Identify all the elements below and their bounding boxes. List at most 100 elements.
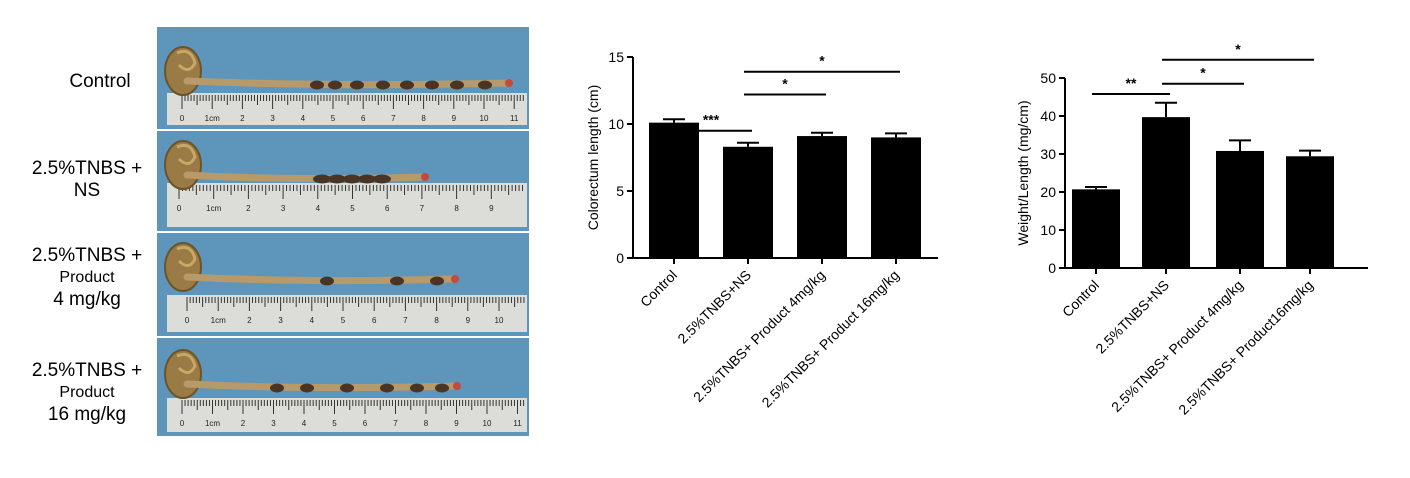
fecal-pellet	[430, 276, 444, 286]
colon-photo-product-16: 0 1cm 2 3 4 5 6 7 8 9 10 11	[157, 338, 529, 436]
colon-photo-drawing: 0 1cm 2 3 4 5 6 7 8 9 10 11	[164, 349, 527, 432]
ruler-mark-label: 10	[483, 419, 492, 428]
colon-end	[505, 79, 513, 87]
cecum	[164, 140, 202, 190]
colon-photo-control: 0 1cm 2 3 4 5 6 7 8 9 10 11	[157, 27, 529, 129]
ruler-mark-label: 6	[361, 114, 366, 123]
row-label-line: Control	[69, 71, 131, 92]
ruler-mark-label: 11	[513, 419, 522, 428]
cecum	[164, 46, 202, 96]
fecal-pellet	[300, 383, 314, 393]
colon-photo-tnbs-ns: 0 1cm 2 3 4 5 6 7 8 9	[157, 131, 529, 231]
ruler-mark-label: 0	[177, 204, 182, 213]
colon-end	[421, 173, 429, 181]
bar	[1216, 150, 1264, 268]
bar	[1072, 189, 1120, 268]
fecal-pellet	[270, 383, 284, 393]
fecal-pellet	[376, 80, 390, 90]
fecal-pellet	[340, 383, 354, 393]
ruler-mark-label: 10	[480, 114, 489, 123]
ruler-mark-label: 8	[424, 419, 429, 428]
ruler-mark-label: 6	[363, 419, 368, 428]
y-tick-label: 40	[1040, 108, 1056, 124]
colon-photo-drawing: 0 1cm 2 3 4 5 6 7 8 9 10	[164, 242, 527, 332]
row-label-line: NS	[73, 180, 101, 201]
row-label-line: 2.5%TNBS +	[31, 158, 143, 179]
row-label-line: 2.5%TNBS +	[31, 360, 143, 381]
x-tick-label: 2.5%TNBS+ Product16mg/kg	[1175, 277, 1316, 418]
ruler-mark-label: 5	[332, 419, 337, 428]
colon-end	[451, 275, 459, 283]
significance-label: *	[1200, 65, 1206, 81]
fecal-pellet	[343, 174, 361, 184]
row-label-line: 16 mg/kg	[47, 404, 127, 425]
fecal-pellet	[478, 80, 492, 90]
ruler-mark-label: 3	[270, 114, 275, 123]
fecal-pellet	[350, 80, 364, 90]
cecum	[164, 242, 202, 292]
y-tick-label: 15	[608, 49, 624, 65]
fecal-pellet	[425, 80, 439, 90]
row-label-line: 2.5%TNBS +	[31, 245, 143, 266]
colon	[183, 171, 429, 183]
ruler-mark-label: 7	[391, 114, 396, 123]
ruler-mark-label: 9	[489, 204, 494, 213]
bar	[649, 122, 699, 258]
ruler-mark-label: 0	[185, 316, 190, 325]
ruler-mark-label: 8	[434, 316, 439, 325]
ruler-mark-label: 5	[331, 114, 336, 123]
ruler-mark-label: 5	[341, 316, 346, 325]
colon-photo-drawing: 0 1cm 2 3 4 5 6 7 8 9	[164, 140, 527, 227]
ruler	[167, 295, 527, 332]
ruler-mark-label: 2	[247, 316, 252, 325]
cecum-fold	[176, 49, 197, 71]
row-label-product-4: 2.5%TNBS + Product 4 mg/kg	[22, 245, 152, 311]
ruler-mark-label: 2	[240, 114, 245, 123]
ruler-mark-label: 4	[310, 316, 315, 325]
fecal-pellet	[358, 174, 376, 184]
ruler-mark-label: 6	[372, 316, 377, 325]
ruler-mark-label: 8	[421, 114, 426, 123]
significance-label: *	[1235, 41, 1241, 57]
y-tick-label: 10	[608, 116, 624, 132]
fecal-pellet	[313, 174, 331, 184]
fecal-pellet	[400, 80, 414, 90]
y-tick-label: 0	[1048, 260, 1056, 276]
ruler-mark-label: 3	[278, 316, 283, 325]
row-label-product-16: 2.5%TNBS + Product 16 mg/kg	[22, 360, 152, 426]
significance-label: **	[1126, 75, 1137, 91]
x-tick-label: 2.5%TNBS+NS	[674, 267, 754, 347]
ruler-mark-label: 0	[180, 114, 185, 123]
ruler-mark-label: 5	[350, 204, 355, 213]
y-tick-label: 5	[616, 183, 624, 199]
y-tick-label: 0	[616, 250, 624, 266]
ruler-mark-label: 7	[420, 204, 425, 213]
colon-end	[453, 382, 461, 390]
fecal-pellet	[320, 276, 334, 286]
ruler-mark-label: 0	[180, 419, 185, 428]
bar	[1142, 117, 1190, 268]
fecal-pellet	[390, 276, 404, 286]
ruler-mark-label: 3	[281, 204, 286, 213]
cecum-fold	[176, 143, 197, 165]
ruler-mark-label: 10	[495, 316, 504, 325]
row-label-tnbs-ns: 2.5%TNBS + NS	[22, 158, 152, 202]
ruler-mark-label: 1cm	[205, 419, 220, 428]
ruler-mark-label: 11	[510, 114, 519, 123]
cecum	[164, 349, 202, 399]
ruler-mark-label: 6	[385, 204, 390, 213]
ruler-mark-label: 2	[246, 204, 251, 213]
y-axis-label: Weight/Length (mg/cm)	[1015, 100, 1031, 245]
row-label-control: Control	[60, 71, 140, 93]
fecal-pellet	[435, 383, 449, 393]
bar	[1286, 156, 1334, 268]
cecum-fold	[176, 245, 197, 267]
fecal-pellet	[328, 174, 346, 184]
fecal-pellet	[450, 80, 464, 90]
x-tick-label: Control	[637, 267, 680, 310]
x-tick-label: Control	[1059, 277, 1102, 320]
ruler-mark-label: 4	[316, 204, 321, 213]
x-tick-label: 2.5%TNBS+NS	[1092, 277, 1172, 357]
significance-label: *	[819, 53, 825, 69]
